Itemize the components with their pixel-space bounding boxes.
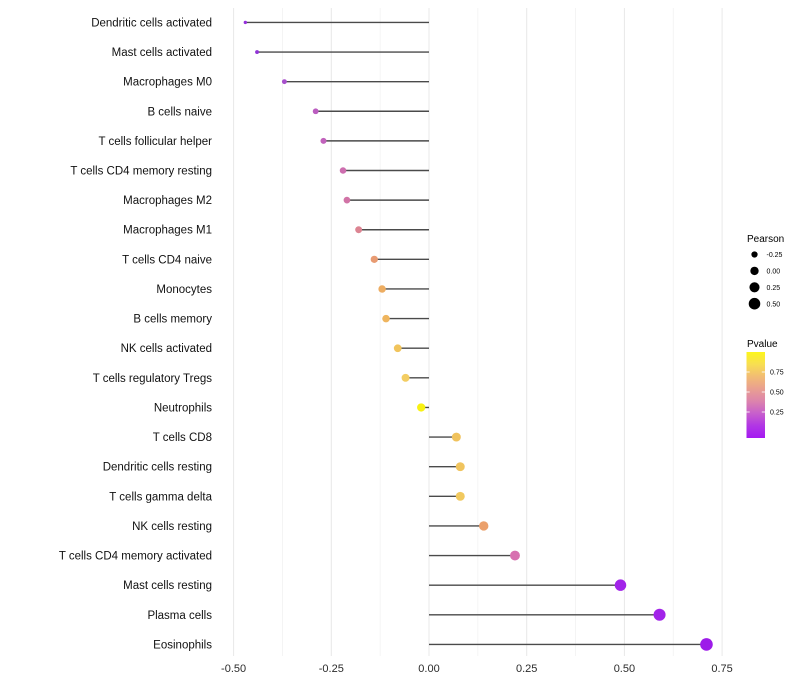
dot-dendritic-cells-activated [243,20,248,25]
y-axis-label-b-cells-naive: B cells naive [147,106,212,118]
legend-pearson-size: Pearson -0.25 0.00 0.25 0.50 [747,234,784,310]
dot-nk-cells-resting [479,521,489,531]
x-axis-tick-labels: -0.50 -0.25 0.00 0.25 0.50 0.75 [221,663,733,675]
dot-mast-cells-resting [614,579,627,591]
x-axis-tick-label: 0.75 [711,663,732,675]
y-axis-label-neutrophils: Neutrophils [154,402,212,414]
y-axis-label-plasma-cells: Plasma cells [147,610,212,622]
dot-macrophages-m0 [281,79,287,85]
y-axis-label-t-cells-cd4-naive: T cells CD4 naive [122,254,212,266]
y-axis-label-mast-cells-activated: Mast cells activated [112,47,212,59]
legend-pvalue-tick-label: 0.50 [770,390,784,397]
y-axis-label-b-cells-memory: B cells memory [133,314,212,326]
y-axis-label-nk-cells-resting: NK cells resting [132,521,212,533]
legend-size-label: 0.00 [767,269,781,276]
y-axis-label-eosinophils: Eosinophils [153,639,212,651]
legend-size-dot--0.25 [751,251,758,258]
x-axis-tick-label: -0.50 [221,663,246,675]
dot-t-cells-regulatory-tregs [401,373,410,382]
y-axis-label-mast-cells-resting: Mast cells resting [123,580,212,592]
legend-pvalue-gradient-bar [746,352,765,438]
dot-t-cells-cd4-memory-activated [510,550,520,561]
y-axis-label-dendritic-cells-resting: Dendritic cells resting [103,462,212,474]
legend-pvalue-title: Pvalue [747,339,778,350]
dot-macrophages-m1 [355,226,363,234]
dots [243,20,713,651]
legend-pvalue-tick-label: 0.75 [770,370,784,377]
y-axis-label-macrophages-m0: Macrophages M0 [123,77,212,89]
x-axis-tick-label: 0.00 [418,663,439,675]
legend-size-label: 0.50 [767,301,781,308]
dot-nk-cells-activated [393,344,402,353]
y-axis-label-monocytes: Monocytes [156,284,212,296]
y-axis-label-macrophages-m2: Macrophages M2 [123,195,212,207]
dot-t-cells-cd4-memory-resting [339,167,347,174]
y-axis-label-t-cells-gamma-delta: T cells gamma delta [109,491,212,503]
legend-pvalue-color: Pvalue 0.75 0.50 0.25 [746,339,784,438]
dot-mast-cells-activated [255,50,259,54]
y-axis-label-t-cells-cd4-memory-activated: T cells CD4 memory activated [59,551,212,563]
y-axis-label-nk-cells-activated: NK cells activated [121,343,212,355]
x-axis-tick-label: 0.25 [516,663,537,675]
y-axis-labels: Dendritic cells activated Mast cells acti… [59,17,213,651]
dot-macrophages-m2 [343,196,351,204]
dot-b-cells-naive [312,108,319,115]
dot-dendritic-cells-resting [455,462,465,472]
y-axis-label-t-cells-cd4-memory-resting: T cells CD4 memory resting [70,166,212,178]
x-axis-tick-label: 0.50 [614,663,635,675]
y-axis-label-t-cells-follicular-helper: T cells follicular helper [98,136,212,148]
y-axis-label-dendritic-cells-activated: Dendritic cells activated [91,17,212,29]
dot-t-cells-follicular-helper [320,137,327,144]
dot-neutrophils [417,403,426,412]
legend-pearson-title: Pearson [747,234,784,245]
dot-t-cells-cd8 [451,432,461,442]
stems [245,21,707,646]
dot-monocytes [378,285,386,293]
y-axis-label-t-cells-cd8: T cells CD8 [153,432,212,444]
legend-pvalue-tick-label: 0.25 [770,410,784,417]
legend-size-dot-0.50 [748,297,761,310]
legend-size-dot-0.00 [750,266,759,276]
y-axis-label-t-cells-regulatory-tregs: T cells regulatory Tregs [93,373,213,385]
legend-size-dot-0.25 [749,282,760,293]
gridlines [233,8,723,656]
dot-t-cells-cd4-naive [370,255,378,263]
dot-b-cells-memory [382,314,390,323]
dot-plasma-cells [653,608,666,621]
legend-size-label: 0.25 [767,285,781,292]
dot-eosinophils [700,638,713,651]
y-axis-label-macrophages-m1: Macrophages M1 [123,225,212,237]
dot-t-cells-gamma-delta [455,491,465,501]
legend-size-label: -0.25 [767,252,783,259]
x-axis-tick-label: -0.25 [319,663,344,675]
